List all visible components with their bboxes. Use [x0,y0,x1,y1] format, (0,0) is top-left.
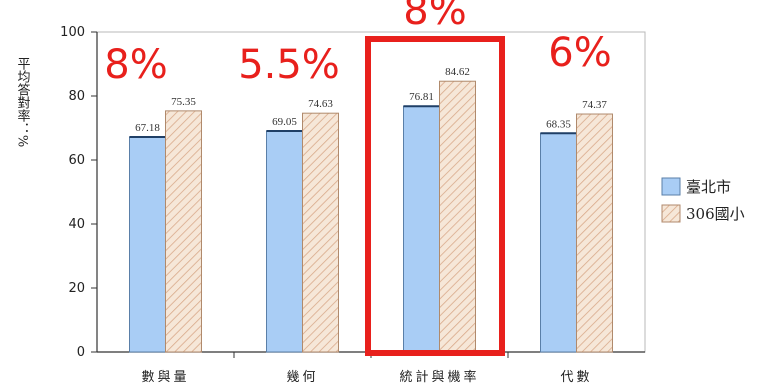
annotation-percent: 6% [548,30,611,76]
bar-taipei-0 [129,136,166,353]
data-label: 76.81 [409,91,434,103]
data-label: 69.05 [272,116,297,128]
category-label: 幾何 [286,369,318,385]
y-tick-label: 40 [68,217,85,232]
bar-taipei-2 [403,105,440,353]
category-label: 統計與機率 [399,369,479,385]
data-label: 75.35 [171,96,196,108]
legend-entry: 306國小 [686,205,745,223]
data-label: 74.63 [308,98,333,110]
y-tick-label: 20 [68,281,85,296]
bar-school-0 [165,110,202,353]
annotation-percent: 8% [403,0,466,34]
bar-school-1 [302,112,339,353]
category-label: 代數 [560,370,592,385]
bar-taipei-1 [266,130,303,353]
y-tick-label: 80 [68,89,85,104]
y-tick-label: 100 [60,25,85,40]
bar-school-2 [439,80,476,353]
y-tick-label: 0 [77,345,85,360]
annotation-percent: 5.5% [238,42,340,88]
highlight-box [365,36,505,356]
category-label: 數與量 [141,370,189,385]
y-axis-label: 平均答對率：% [15,57,31,147]
data-label: 67.18 [135,122,160,134]
legend-entry: 臺北市 [686,178,731,196]
legend-swatch [661,177,681,196]
y-tick-label: 60 [68,153,85,168]
legend-swatch [661,204,681,223]
bar-taipei-3 [540,132,577,353]
data-label: 84.62 [445,66,470,78]
annotation-percent: 8% [104,42,167,88]
data-label: 74.37 [582,99,607,111]
bar-school-3 [576,113,613,353]
data-label: 68.35 [546,118,571,130]
